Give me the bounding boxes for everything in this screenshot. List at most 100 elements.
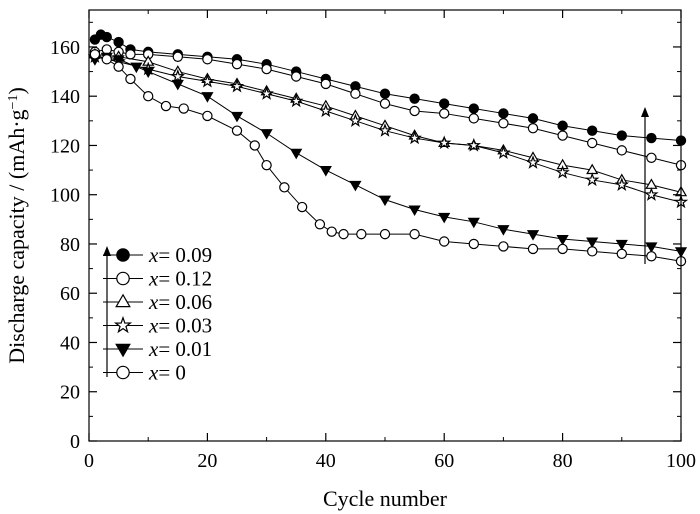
series-line bbox=[94, 56, 682, 252]
y-tick-label: 120 bbox=[50, 135, 80, 157]
y-tick-label: 80 bbox=[60, 234, 80, 256]
series-6 bbox=[89, 49, 687, 267]
x-axis-title: Cycle number bbox=[323, 486, 448, 511]
legend-variable: x bbox=[148, 314, 159, 338]
data-point bbox=[261, 159, 272, 171]
legend-item: x= 0.09 bbox=[103, 243, 212, 267]
data-point bbox=[616, 145, 628, 156]
data-point bbox=[112, 55, 125, 66]
data-point bbox=[142, 90, 154, 102]
data-point bbox=[646, 132, 657, 144]
data-point bbox=[113, 61, 124, 72]
legend-marker bbox=[116, 271, 130, 286]
y-tick-label: 140 bbox=[50, 86, 80, 108]
data-point bbox=[555, 164, 570, 179]
x-tick-label: 0 bbox=[84, 450, 94, 472]
legend: x= 0.09x= 0.12x= 0.06x= 0.03x= 0.01x= 0 bbox=[103, 243, 212, 385]
legend-variable: x bbox=[148, 361, 159, 385]
data-point bbox=[320, 78, 331, 90]
data-point bbox=[125, 49, 136, 60]
legend-label: x= 0.01 bbox=[148, 337, 212, 361]
ticks-layer: 0 20 40 60 80 100 0 20 40 60 80 100 120 140 160 bbox=[50, 10, 696, 472]
data-point bbox=[231, 58, 243, 70]
legend-marker bbox=[113, 315, 133, 334]
series-3 bbox=[88, 47, 688, 197]
legend-variable: x bbox=[148, 267, 159, 291]
data-point bbox=[557, 120, 568, 131]
legend-item: x= 0.01 bbox=[103, 337, 212, 361]
legend-value: = 0.06 bbox=[158, 290, 212, 314]
data-point bbox=[466, 137, 482, 152]
data-point bbox=[436, 135, 452, 150]
trend-arrows bbox=[103, 107, 649, 377]
series-line bbox=[94, 53, 682, 262]
data-point bbox=[527, 113, 539, 124]
data-point bbox=[201, 92, 214, 103]
data-point bbox=[377, 123, 393, 137]
data-point bbox=[407, 130, 422, 145]
data-point bbox=[356, 228, 367, 240]
data-point bbox=[409, 105, 420, 117]
legend-marker bbox=[115, 343, 131, 358]
legend-item: x= 0.06 bbox=[103, 290, 212, 314]
data-point bbox=[557, 130, 568, 141]
legend-variable: x bbox=[148, 290, 159, 314]
data-point bbox=[587, 125, 598, 136]
data-point bbox=[349, 180, 362, 192]
data-point bbox=[498, 118, 509, 129]
data-point bbox=[261, 63, 272, 75]
data-point bbox=[279, 182, 290, 193]
data-point bbox=[379, 98, 391, 109]
data-point bbox=[468, 103, 479, 114]
data-point bbox=[586, 237, 599, 248]
y-tick-label: 40 bbox=[60, 332, 80, 354]
x-tick-label: 100 bbox=[666, 450, 696, 472]
y-tick-label: 160 bbox=[50, 37, 80, 59]
data-point bbox=[101, 31, 112, 43]
legend-label: x= 0.09 bbox=[148, 243, 212, 267]
data-point bbox=[468, 113, 479, 124]
y-axis-title-sup: −1 bbox=[6, 95, 21, 110]
data-point bbox=[498, 108, 509, 119]
data-point bbox=[526, 230, 540, 241]
data-point bbox=[291, 71, 302, 82]
series-1 bbox=[89, 29, 687, 146]
data-point bbox=[200, 73, 215, 88]
data-point bbox=[202, 110, 213, 122]
data-point bbox=[438, 212, 451, 224]
data-point bbox=[467, 217, 480, 229]
y-tick-label: 60 bbox=[60, 283, 80, 305]
data-point bbox=[113, 36, 124, 48]
data-point bbox=[142, 67, 155, 79]
series-5 bbox=[88, 52, 688, 258]
data-point bbox=[172, 51, 183, 62]
legend-label: x= 0.12 bbox=[148, 267, 212, 291]
legend-marker bbox=[115, 293, 131, 308]
data-point bbox=[231, 125, 243, 136]
data-point bbox=[378, 195, 392, 207]
legend-value: = 0.12 bbox=[158, 267, 212, 291]
legend-variable: x bbox=[148, 243, 159, 267]
data-point bbox=[319, 166, 332, 177]
data-point bbox=[260, 129, 273, 140]
legend-marker bbox=[116, 248, 130, 262]
data-point bbox=[614, 177, 630, 191]
y-tick-label: 100 bbox=[50, 185, 80, 207]
data-point bbox=[646, 251, 657, 262]
data-point bbox=[409, 93, 420, 104]
data-point bbox=[101, 54, 112, 65]
legend-item: x= 0.12 bbox=[103, 267, 212, 291]
y-tick-label: 20 bbox=[60, 382, 80, 404]
data-point bbox=[259, 86, 274, 100]
data-point bbox=[89, 49, 101, 60]
legend-label: x= 0.03 bbox=[148, 314, 212, 338]
legend-label: x= 0.06 bbox=[148, 290, 212, 314]
data-point bbox=[125, 73, 136, 85]
data-point bbox=[348, 113, 363, 127]
data-point bbox=[318, 103, 334, 118]
x-tick-label: 60 bbox=[434, 450, 454, 472]
legend-item: x= 0 bbox=[103, 361, 186, 385]
data-point bbox=[587, 137, 598, 149]
x-tick-label: 80 bbox=[553, 450, 573, 472]
